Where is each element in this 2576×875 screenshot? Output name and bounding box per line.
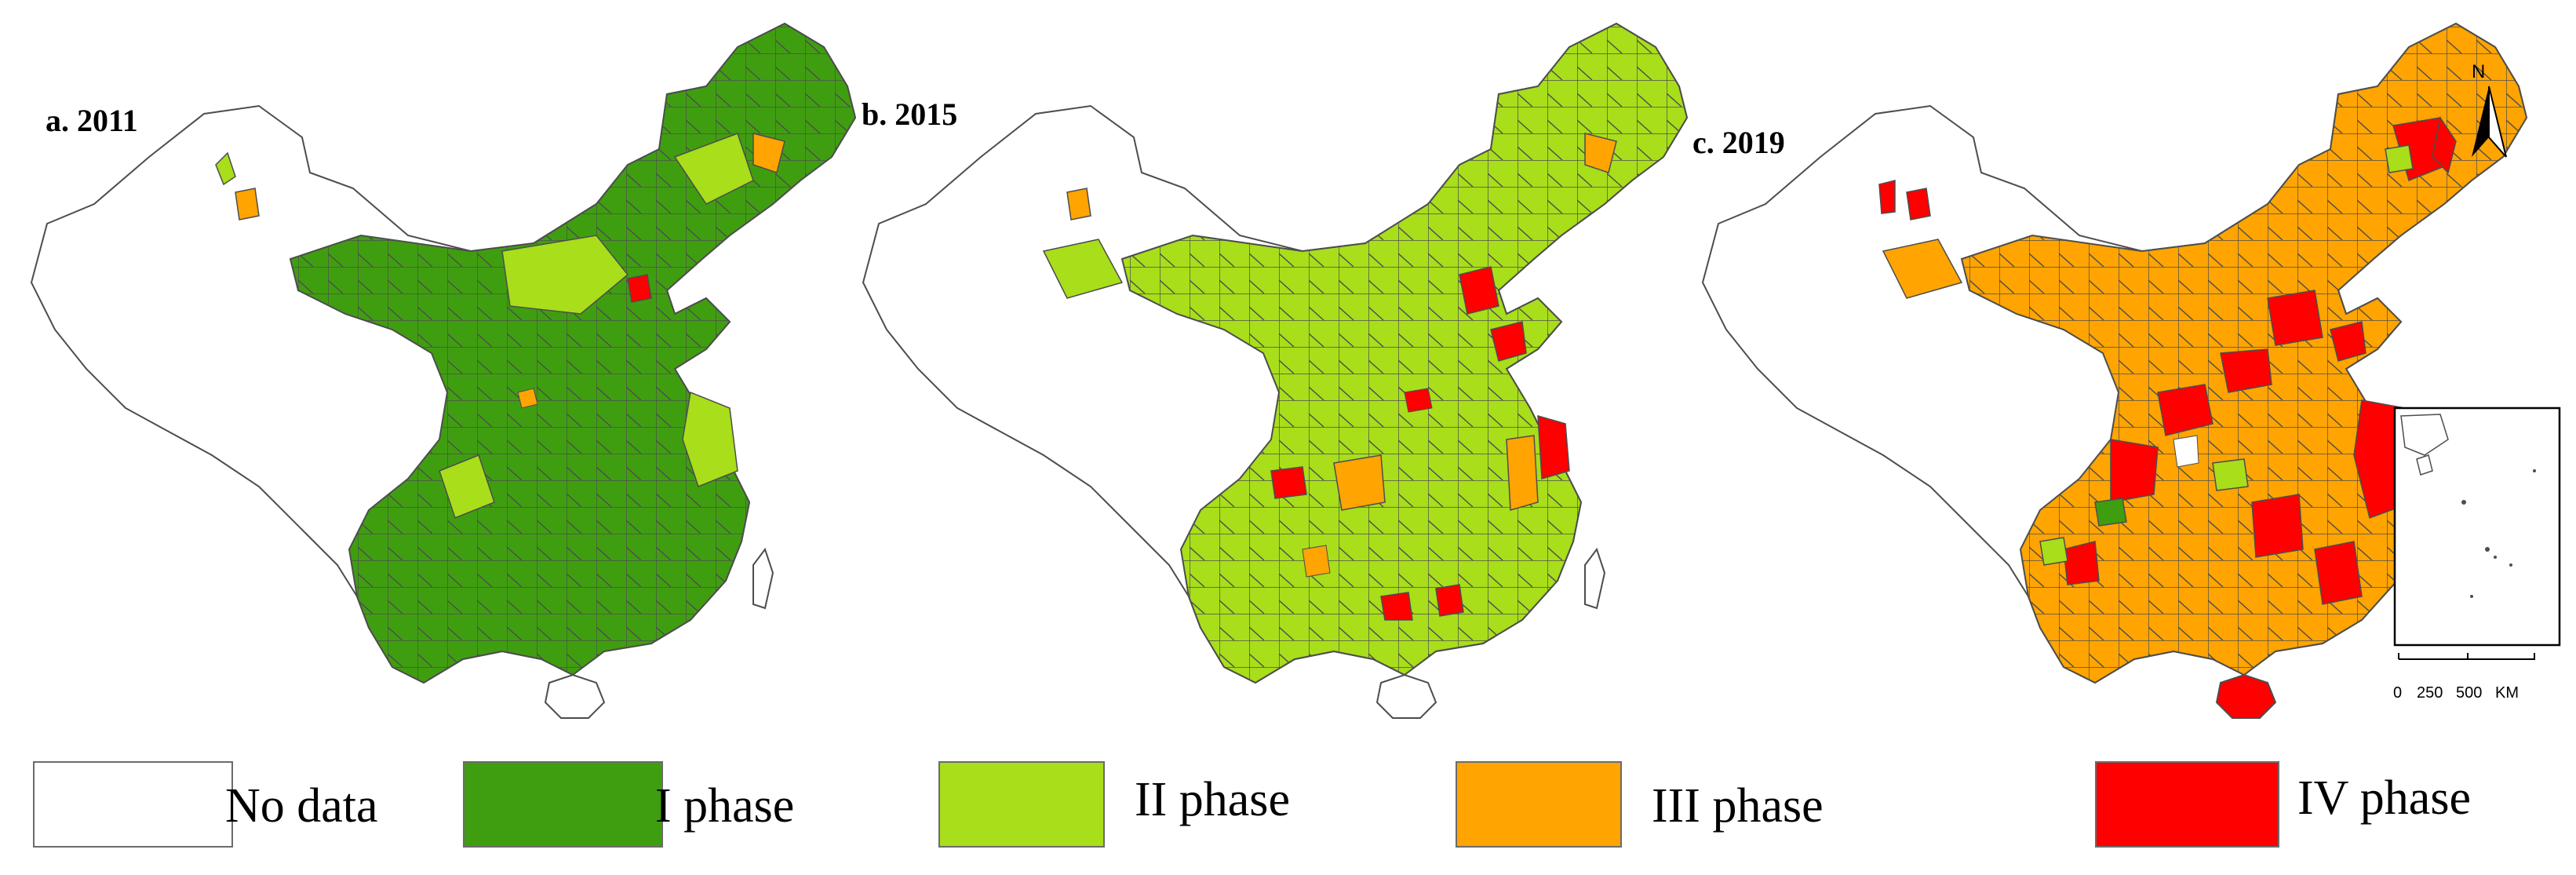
panel-label-2015: b. 2015 (862, 97, 958, 132)
scale-tick-500: 500 (2456, 684, 2483, 702)
map-panel-2015 (862, 23, 1688, 719)
legend-swatch-iv-phase (2095, 761, 2279, 848)
legend-label-iii-phase: III phase (1652, 779, 1824, 833)
legend-swatch-no-data (33, 761, 233, 848)
scale-bar (2398, 653, 2535, 660)
map-panel-2011 (31, 23, 856, 719)
panel-label-2019: c. 2019 (1692, 125, 1785, 160)
scale-tick-250: 250 (2417, 684, 2443, 702)
legend-label-no-data: No data (225, 779, 378, 833)
legend-label-i-phase: I phase (655, 779, 795, 833)
scale-unit: KM (2495, 684, 2519, 702)
south-china-sea-inset (2393, 407, 2561, 647)
map-panel-2019 (1702, 23, 2527, 719)
scale-tick-0: 0 (2393, 684, 2403, 702)
legend-label-iv-phase: IV phase (2297, 771, 2471, 825)
legend-swatch-iii-phase (1456, 761, 1622, 848)
legend-label-ii-phase: II phase (1135, 773, 1290, 826)
legend-swatch-i-phase (463, 761, 663, 848)
north-arrow-icon (2472, 86, 2507, 158)
north-label: N (2472, 61, 2486, 82)
panel-label-2011: a. 2011 (46, 103, 138, 138)
legend-swatch-ii-phase (938, 761, 1105, 848)
